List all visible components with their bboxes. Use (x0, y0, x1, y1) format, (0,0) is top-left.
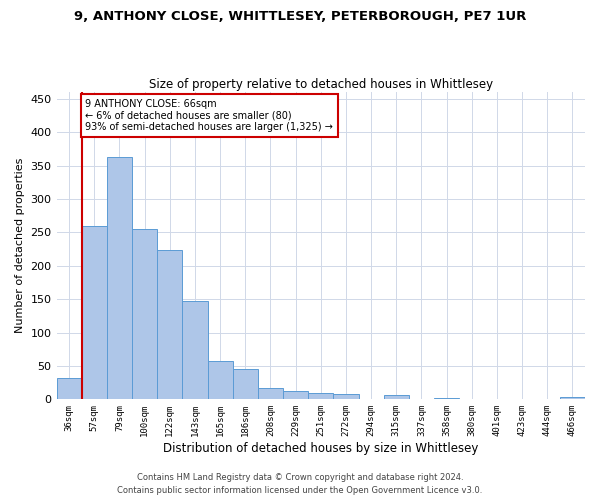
Y-axis label: Number of detached properties: Number of detached properties (15, 158, 25, 334)
Title: Size of property relative to detached houses in Whittlesey: Size of property relative to detached ho… (149, 78, 493, 91)
Bar (560, 398, 585, 400)
Text: 9, ANTHONY CLOSE, WHITTLESEY, PETERBOROUGH, PE7 1UR: 9, ANTHONY CLOSE, WHITTLESEY, PETERBOROU… (74, 10, 526, 23)
Bar (157, 250, 182, 400)
Bar (56, 378, 82, 400)
Bar (182, 300, 208, 400)
Bar (82, 226, 107, 400)
Bar (434, 398, 459, 400)
Text: Contains HM Land Registry data © Crown copyright and database right 2024.
Contai: Contains HM Land Registry data © Crown c… (118, 474, 482, 495)
Bar (107, 157, 132, 400)
Text: 9 ANTHONY CLOSE: 66sqm
← 6% of detached houses are smaller (80)
93% of semi-deta: 9 ANTHONY CLOSE: 66sqm ← 6% of detached … (85, 99, 334, 132)
Bar (132, 229, 157, 400)
Bar (258, 388, 283, 400)
Bar (233, 370, 258, 400)
Bar (283, 390, 308, 400)
Bar (208, 362, 233, 400)
Bar (383, 396, 409, 400)
Bar (308, 394, 334, 400)
Bar (334, 394, 359, 400)
X-axis label: Distribution of detached houses by size in Whittlesey: Distribution of detached houses by size … (163, 442, 478, 455)
